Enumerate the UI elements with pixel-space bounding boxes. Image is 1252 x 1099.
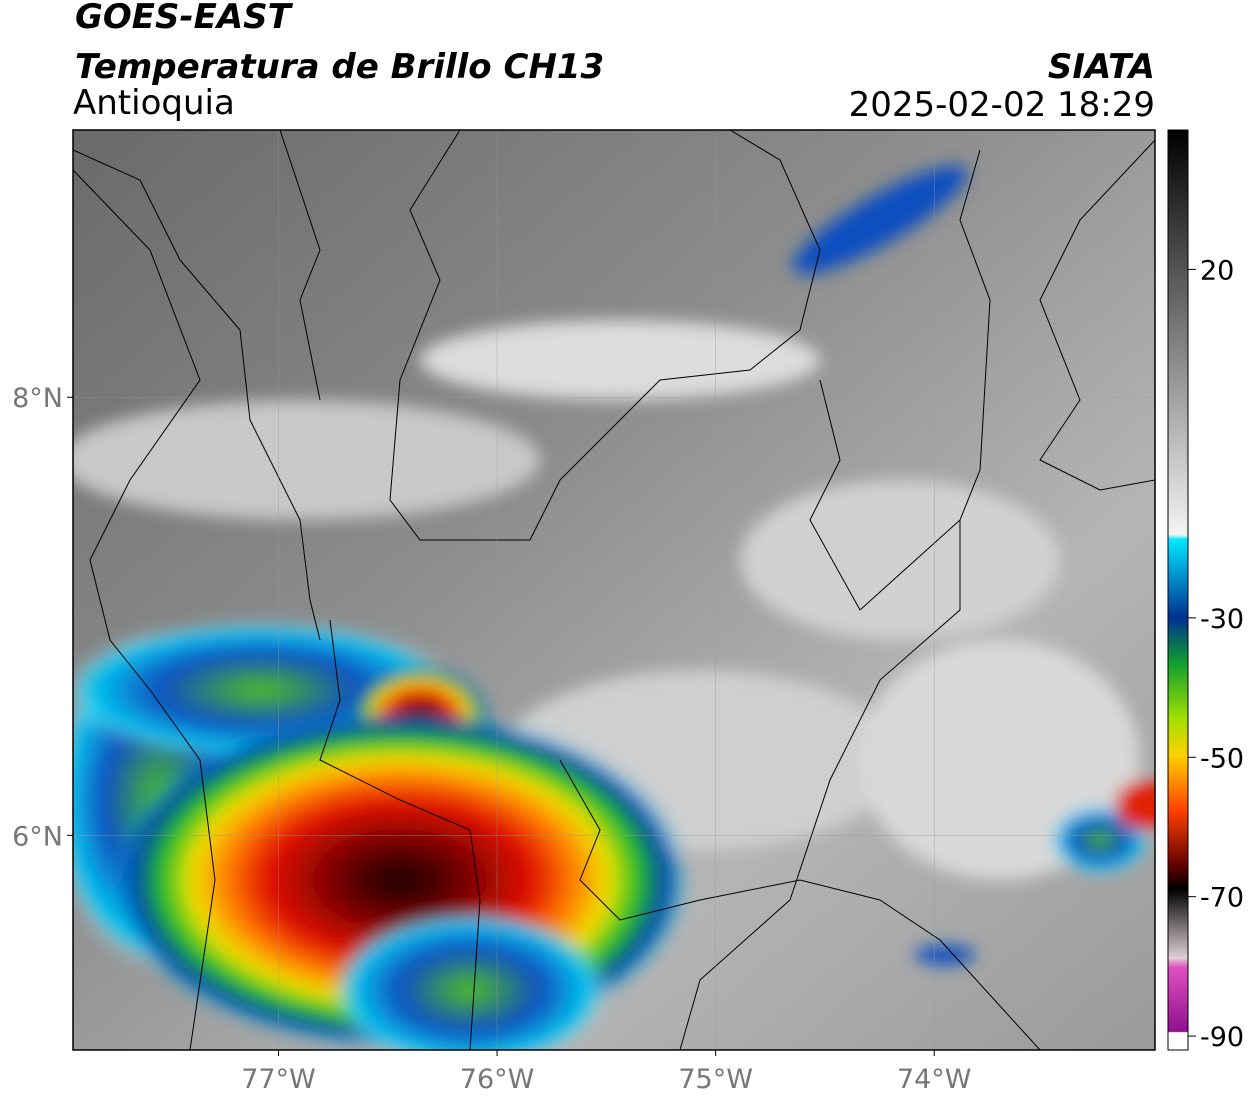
x-tick-label: 76°W [460,1064,535,1095]
colorbar-tick-label: -50 [1200,743,1244,774]
colorbar-tick-label: 20 [1200,255,1234,286]
x-tick-label: 77°W [241,1064,316,1095]
title: GOES-EAST [75,0,294,37]
datetime: 2025-02-02 18:29 [849,85,1155,125]
y-tick-label: 6°N [12,821,63,852]
y-tick-label: 8°N [12,383,63,414]
map-frame [72,129,1156,1051]
colorbar-tick-label: -90 [1200,1022,1244,1053]
x-tick-label: 74°W [897,1064,972,1095]
colorbar-tick-label: -30 [1200,604,1244,635]
satellite-image [73,130,1155,1050]
organization: SIATA [1048,47,1155,87]
colorbar [1167,129,1189,1051]
colorbar-tick-label: -70 [1200,883,1244,914]
x-tick-label: 75°W [678,1064,753,1095]
subtitle: Temperatura de Brillo CH13 [75,47,604,87]
region: Antioquia [73,83,235,123]
graticule [73,130,1155,1050]
